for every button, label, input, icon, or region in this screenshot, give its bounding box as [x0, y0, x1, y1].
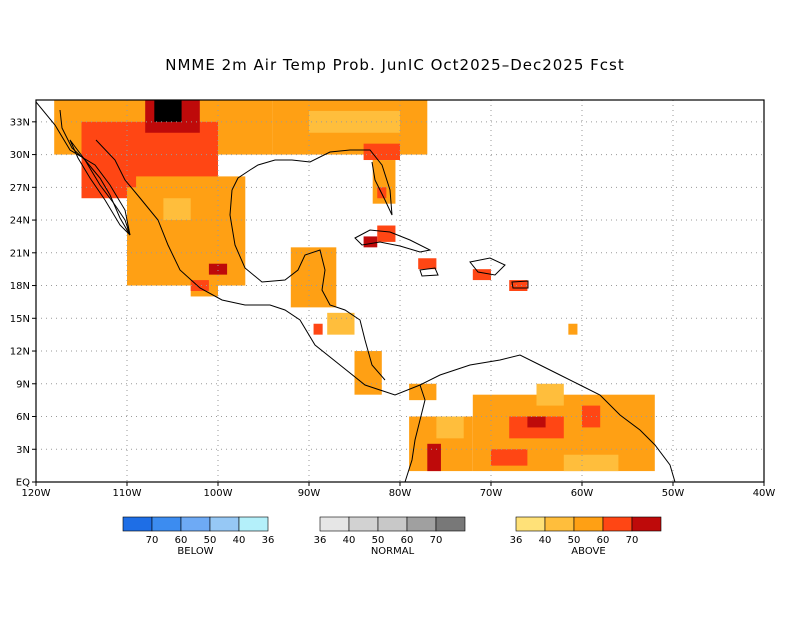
shaded-region	[363, 143, 400, 161]
shaded-region	[163, 198, 191, 221]
latitude-axis: EQ 3N 6N 9N 12N 15N 18N 21N 24N 27N 30N 33N	[10, 117, 36, 489]
legend-value-label: 40	[343, 535, 356, 546]
legend-swatch	[515, 516, 546, 532]
y-tick-label: 33N	[10, 117, 30, 128]
x-tick-label: 40W	[753, 488, 776, 499]
shaded-region	[527, 416, 546, 428]
puerto-rico-coast	[511, 280, 529, 289]
shaded-region	[208, 263, 228, 275]
legend-swatch	[544, 516, 575, 532]
shaded-region	[309, 110, 400, 133]
south-america-west-coast	[404, 384, 426, 482]
x-tick-label: 100W	[204, 488, 233, 499]
legend-value-label: 36	[314, 535, 327, 546]
legend-group-label: BELOW	[177, 546, 213, 557]
x-tick-label: 90W	[298, 488, 321, 499]
shaded-region	[568, 323, 578, 335]
longitude-axis: 120W 110W 100W 90W 80W 70W 60W 50W 40W	[22, 482, 776, 499]
legend-value-label: 50	[372, 535, 385, 546]
legend-value-label: 70	[430, 535, 443, 546]
shaded-region	[127, 176, 246, 286]
x-tick-label: 60W	[571, 488, 594, 499]
x-tick-label: 110W	[113, 488, 142, 499]
legend-value-label: 50	[204, 535, 217, 546]
legend-value-label: 60	[175, 535, 188, 546]
legend-value-label: 70	[146, 535, 159, 546]
y-tick-label: 3N	[16, 445, 30, 456]
y-tick-label: 18N	[10, 281, 30, 292]
probability-shading	[54, 100, 655, 472]
coastlines	[36, 101, 676, 482]
shaded-region	[418, 258, 437, 270]
map-title: NMME 2m Air Temp Prob. JunIC Oct2025–Dec…	[165, 56, 625, 74]
y-tick-label: 6N	[16, 412, 30, 423]
shaded-region	[563, 454, 619, 472]
legend-swatch	[122, 516, 153, 532]
legend-value-label: 36	[510, 535, 523, 546]
legend-swatch	[573, 516, 604, 532]
legend-swatch	[406, 516, 437, 532]
y-tick-label: 24N	[10, 216, 30, 227]
shaded-region	[363, 236, 378, 248]
y-tick-label: EQ	[16, 478, 30, 489]
shaded-region	[108, 154, 137, 188]
legend-group-label: ABOVE	[571, 546, 605, 557]
legend-swatch	[180, 516, 211, 532]
shaded-region	[377, 225, 396, 242]
legend-value-label: 70	[626, 535, 639, 546]
legend-swatch	[348, 516, 379, 532]
yucatan-coast	[229, 189, 386, 381]
legend-swatch	[238, 516, 269, 532]
shaded-region	[436, 416, 464, 439]
y-tick-label: 30N	[10, 150, 30, 161]
shaded-region	[190, 280, 209, 291]
shaded-region	[536, 383, 564, 406]
shaded-region	[472, 269, 491, 281]
legend-group-label: NORMAL	[371, 546, 415, 557]
legend-value-label: 60	[597, 535, 610, 546]
baja-california-coast	[69, 139, 131, 236]
gulf-of-california-coast	[95, 139, 421, 396]
legend-value-label: 50	[568, 535, 581, 546]
y-tick-label: 9N	[16, 379, 30, 390]
shaded-region	[154, 100, 182, 122]
y-tick-label: 15N	[10, 314, 30, 325]
y-tick-label: 27N	[10, 183, 30, 194]
x-tick-label: 50W	[662, 488, 685, 499]
jamaica-coast	[419, 267, 439, 277]
x-tick-label: 120W	[22, 488, 51, 499]
shaded-region	[509, 280, 528, 291]
legend-value-label: 40	[539, 535, 552, 546]
shaded-region	[427, 443, 441, 472]
color-legend: 70 60 50 40 36 BELOW 36 40 50 60 70 NORMAL 36 40 50 60 7…	[122, 516, 662, 557]
hispaniola-coast	[469, 257, 506, 276]
legend-swatch	[435, 516, 466, 532]
legend-swatch	[631, 516, 662, 532]
south-america-coast	[419, 354, 676, 482]
legend-swatch	[602, 516, 633, 532]
legend-swatch	[319, 516, 350, 532]
shaded-region	[491, 449, 528, 466]
x-tick-label: 70W	[480, 488, 503, 499]
legend-value-label: 60	[401, 535, 414, 546]
y-tick-label: 21N	[10, 248, 30, 259]
shaded-region	[327, 312, 355, 335]
legend-swatch	[209, 516, 240, 532]
legend-swatch	[377, 516, 408, 532]
shaded-region	[290, 247, 337, 308]
legend-value-label: 36	[262, 535, 275, 546]
legend-value-label: 40	[233, 535, 246, 546]
x-tick-label: 80W	[389, 488, 412, 499]
y-tick-label: 12N	[10, 347, 30, 358]
mexico-gulf-coast	[231, 149, 393, 216]
cuba-coast	[354, 229, 432, 253]
shaded-region	[354, 351, 382, 395]
legend-swatch	[151, 516, 182, 532]
shaded-region	[509, 416, 564, 439]
lat-lon-grid	[36, 100, 764, 482]
shaded-region	[313, 323, 323, 335]
